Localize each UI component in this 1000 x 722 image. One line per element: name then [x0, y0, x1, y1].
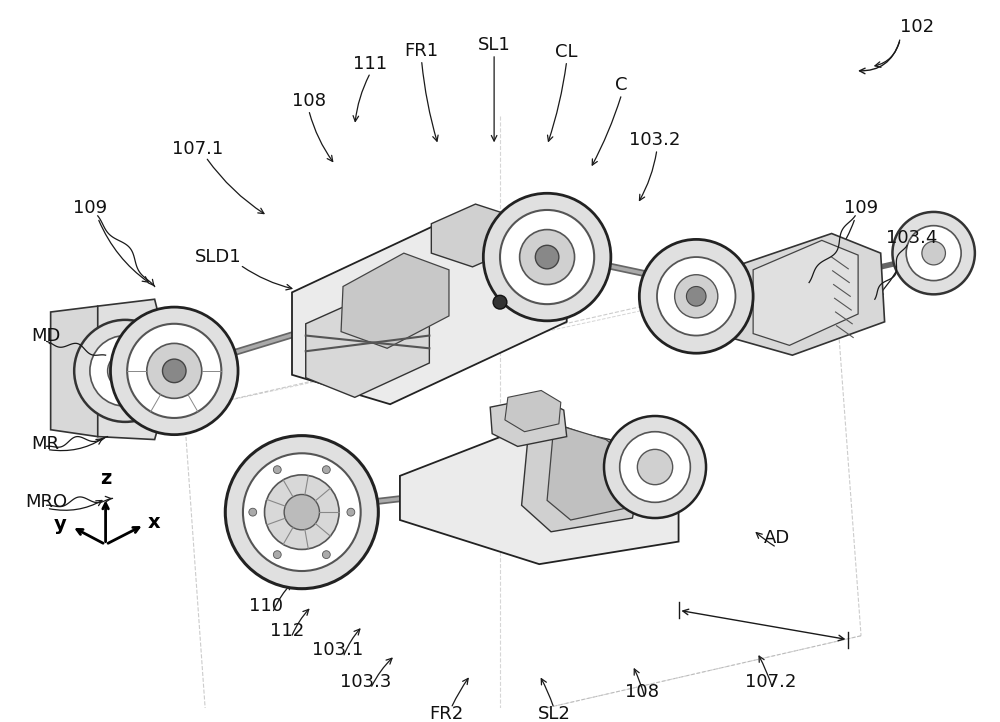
Text: 109: 109 — [844, 199, 878, 217]
Text: 110: 110 — [249, 597, 283, 615]
Text: 103.2: 103.2 — [629, 131, 681, 149]
Ellipse shape — [675, 274, 718, 318]
Ellipse shape — [108, 353, 143, 388]
Text: SL1: SL1 — [478, 36, 510, 54]
Text: FR1: FR1 — [404, 42, 439, 60]
Ellipse shape — [74, 320, 176, 422]
Polygon shape — [341, 253, 449, 348]
Ellipse shape — [322, 551, 330, 559]
Text: MR: MR — [31, 435, 59, 453]
Text: 102: 102 — [900, 19, 934, 37]
Ellipse shape — [273, 466, 281, 474]
Ellipse shape — [604, 416, 706, 518]
Text: MD: MD — [31, 326, 60, 344]
Text: z: z — [100, 469, 111, 487]
Ellipse shape — [686, 287, 706, 306]
Text: CL: CL — [555, 43, 578, 61]
Text: MRO: MRO — [25, 493, 67, 511]
Ellipse shape — [249, 508, 257, 516]
Polygon shape — [505, 391, 561, 432]
Text: SLD1: SLD1 — [195, 248, 242, 266]
Ellipse shape — [347, 508, 355, 516]
Ellipse shape — [90, 336, 161, 406]
Text: 107.1: 107.1 — [172, 140, 223, 158]
Polygon shape — [734, 233, 885, 355]
Text: C: C — [615, 77, 628, 95]
Text: AD: AD — [764, 529, 790, 547]
Text: 108: 108 — [292, 92, 326, 110]
Text: 103.1: 103.1 — [312, 641, 364, 659]
Polygon shape — [51, 306, 106, 437]
Ellipse shape — [520, 230, 575, 284]
Text: 103.4: 103.4 — [886, 230, 938, 248]
Ellipse shape — [620, 432, 690, 503]
Ellipse shape — [284, 495, 319, 530]
Text: y: y — [54, 516, 67, 534]
Text: 112: 112 — [270, 622, 304, 640]
Text: 107.2: 107.2 — [745, 673, 796, 691]
Ellipse shape — [906, 226, 961, 281]
Text: 108: 108 — [625, 683, 659, 700]
Ellipse shape — [110, 307, 238, 435]
Ellipse shape — [892, 212, 975, 295]
Text: SL2: SL2 — [538, 705, 570, 722]
Text: FR2: FR2 — [429, 705, 463, 722]
Polygon shape — [400, 420, 679, 564]
Polygon shape — [753, 240, 858, 345]
Ellipse shape — [639, 240, 753, 353]
Text: x: x — [148, 513, 161, 532]
Polygon shape — [490, 397, 567, 446]
Ellipse shape — [637, 449, 673, 484]
Ellipse shape — [225, 435, 378, 588]
Text: 111: 111 — [353, 55, 388, 73]
Ellipse shape — [265, 475, 339, 549]
Ellipse shape — [147, 344, 202, 399]
Text: 109: 109 — [73, 199, 107, 217]
Polygon shape — [431, 204, 518, 267]
Polygon shape — [547, 424, 635, 520]
Ellipse shape — [493, 295, 507, 309]
Ellipse shape — [117, 363, 133, 379]
Text: 103.3: 103.3 — [340, 673, 391, 691]
Ellipse shape — [322, 466, 330, 474]
Ellipse shape — [127, 323, 221, 418]
Polygon shape — [522, 422, 642, 532]
Ellipse shape — [162, 359, 186, 383]
Ellipse shape — [273, 551, 281, 559]
Ellipse shape — [535, 245, 559, 269]
Polygon shape — [306, 290, 429, 397]
Polygon shape — [98, 299, 164, 440]
Ellipse shape — [500, 210, 594, 304]
Ellipse shape — [243, 453, 361, 571]
Ellipse shape — [922, 241, 945, 265]
Ellipse shape — [483, 193, 611, 321]
Polygon shape — [292, 211, 567, 404]
Ellipse shape — [657, 257, 735, 336]
